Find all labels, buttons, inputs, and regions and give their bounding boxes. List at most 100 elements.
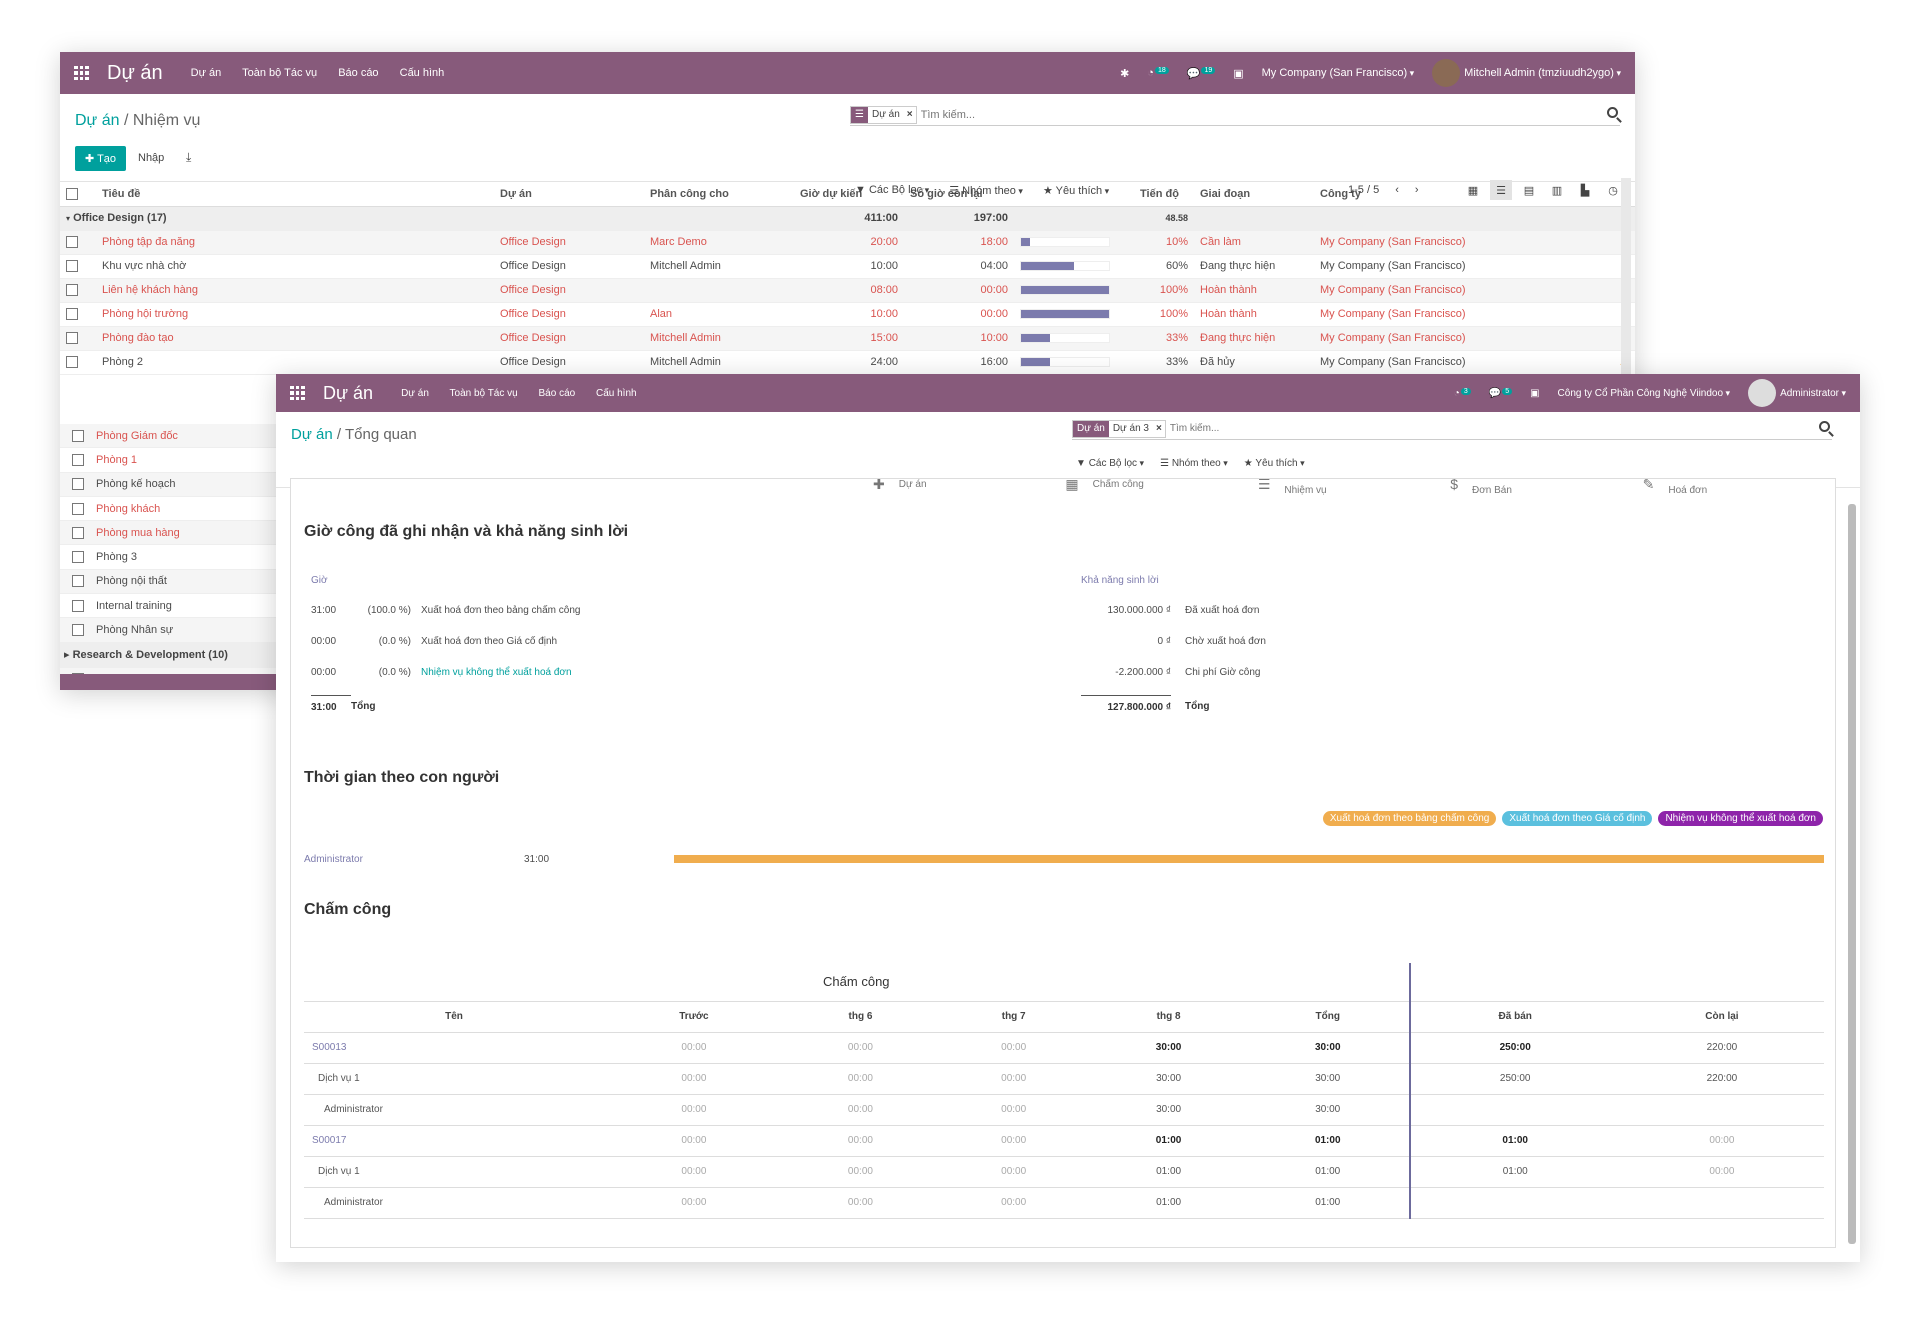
facet-remove-icon[interactable]: × [1156, 423, 1162, 434]
search-input[interactable] [920, 108, 1521, 121]
menu-item-all-tasks[interactable]: Toàn bộ Tác vụ [242, 67, 318, 79]
list-view-icon[interactable]: ☰ [1490, 180, 1512, 200]
groupby-dropdown[interactable]: ☰ Nhóm theo [1160, 458, 1228, 469]
chat-icon[interactable]: 💬 5 [1489, 387, 1513, 399]
person-name[interactable]: Administrator [304, 853, 363, 865]
table-row[interactable]: Khu vực nhà chờ Office Design Mitchell Adm… [60, 254, 1635, 279]
row-checkbox[interactable] [72, 575, 84, 588]
list-item[interactable]: Phòng mua hàng [60, 521, 276, 546]
search-icon[interactable] [1607, 107, 1618, 118]
col-project[interactable]: Dự án [494, 182, 644, 207]
table-row[interactable]: Phòng hội trường Office Design Alan 10:00 00… [60, 302, 1635, 327]
activity-icon[interactable]: ◔ 3 [1454, 387, 1471, 399]
apps-menu-icon[interactable] [74, 65, 89, 81]
menu-item-projects[interactable]: Dự án [190, 67, 222, 79]
list-item[interactable]: Phòng Giám đốc [60, 424, 276, 449]
table-row[interactable]: Dịch vụ 1 00:00 00:00 00:00 30:00 30:00 250:00… [304, 1063, 1824, 1095]
list-item[interactable]: Phòng nội thất [60, 569, 276, 595]
menu-item-projects[interactable]: Dự án [401, 387, 429, 399]
download-icon[interactable]: ⤓ [186, 150, 192, 164]
table-row[interactable]: Phòng đào tạo Office Design Mitchell Admin… [60, 326, 1635, 351]
ts-row-label[interactable]: S00013 [304, 1032, 604, 1064]
table-row[interactable]: Liên hệ khách hàng Office Design 08:00 00:0… [60, 278, 1635, 303]
col-planned[interactable]: Giờ dự kiến [794, 182, 904, 207]
col-title[interactable]: Tiêu đề [96, 182, 494, 207]
chevron-left-icon[interactable]: ‹ [1395, 184, 1399, 196]
search-icon[interactable] [1819, 421, 1830, 432]
favorites-dropdown[interactable]: ★ Yêu thích [1244, 458, 1305, 469]
stat-button-tasks[interactable]: ☰ Nhiệm vụ [1258, 479, 1450, 499]
list-item[interactable]: Phòng kế hoạch [60, 472, 276, 497]
row-checkbox[interactable] [66, 284, 78, 297]
search-input[interactable] [1169, 423, 1770, 434]
stat-button-sales-orders[interactable]: $ Đơn Bán [1450, 479, 1642, 499]
col-assignee[interactable]: Phân công cho [644, 182, 794, 207]
row-checkbox[interactable] [72, 453, 84, 466]
stat-button-invoices[interactable]: ✎ Hoá đơn [1643, 479, 1835, 499]
apps-menu-icon[interactable] [290, 385, 305, 401]
group-row-rd[interactable]: ▸ Research & Development (10) [60, 642, 276, 668]
row-checkbox[interactable] [66, 356, 78, 369]
chat-icon[interactable]: 💬 19 [1187, 66, 1216, 80]
table-row[interactable]: Administrator 00:00 00:00 00:00 01:00 01:00 [304, 1187, 1824, 1219]
list-item[interactable]: Phòng 1 [60, 448, 276, 473]
facet-remove-icon[interactable]: × [906, 109, 913, 120]
filters-dropdown[interactable]: ▼ Các Bộ lọc [1076, 458, 1144, 469]
breadcrumb-root[interactable]: Dự án [291, 426, 333, 443]
row-checkbox[interactable] [72, 429, 84, 442]
pivot-view-icon[interactable]: ▥ [1551, 184, 1563, 197]
row-checkbox[interactable] [72, 599, 84, 612]
groupby-dropdown[interactable]: ☰ Nhóm theo [949, 184, 1023, 197]
calendar-view-icon[interactable]: ▤ [1523, 184, 1535, 197]
list-item[interactable]: Internal training [60, 594, 276, 619]
company-switcher[interactable]: My Company (San Francisco) [1262, 67, 1415, 79]
menu-item-reports[interactable]: Báo cáo [338, 67, 379, 79]
favorites-dropdown[interactable]: ★ Yêu thích [1043, 184, 1109, 197]
row-checkbox[interactable] [66, 308, 78, 321]
menu-item-config[interactable]: Cấu hình [595, 387, 637, 399]
menu-item-all-tasks[interactable]: Toàn bộ Tác vụ [449, 387, 518, 399]
filters-dropdown[interactable]: ▼ Các Bộ lọc [855, 184, 929, 197]
gift-icon[interactable]: ▣ [1233, 67, 1244, 80]
select-all-checkbox[interactable] [66, 187, 78, 200]
table-row[interactable]: Phòng tập đa năng Office Design Marc Demo 2… [60, 230, 1635, 255]
col-company[interactable]: Công ty [1314, 182, 1635, 207]
hours-label[interactable]: Nhiệm vụ không thể xuất hoá đơn [421, 667, 572, 678]
kanban-view-icon[interactable]: ▦ [1467, 184, 1479, 197]
gift-icon[interactable]: ▣ [1530, 387, 1540, 399]
table-row[interactable]: Phòng 2 Office Design Mitchell Admin 24:00 1… [60, 350, 1635, 375]
chevron-right-icon[interactable]: › [1414, 184, 1419, 196]
list-item[interactable]: Phòng Nhân sự [60, 618, 276, 643]
col-stage[interactable]: Giai đoạn [1194, 182, 1314, 207]
stat-button-timesheets[interactable]: ▦ Chấm công [1065, 479, 1257, 499]
row-checkbox[interactable] [66, 260, 78, 273]
user-menu[interactable]: Mitchell Admin (tmziuudh2ygo) [1432, 59, 1621, 87]
row-checkbox[interactable] [66, 332, 78, 345]
user-menu[interactable]: Administrator [1748, 379, 1846, 407]
create-button[interactable]: ✚ Tạo [75, 146, 127, 171]
table-row[interactable]: S00013 00:00 00:00 00:00 30:00 30:00 250:00 220… [304, 1032, 1824, 1064]
table-row[interactable]: Dịch vụ 1 00:00 00:00 00:00 01:00 01:00 01:00 0… [304, 1156, 1824, 1188]
list-item[interactable]: Phòng khách [60, 497, 276, 522]
pager-value[interactable]: 1-5 / 5 [1348, 184, 1380, 196]
app-brand[interactable]: Dự án [107, 61, 163, 84]
col-progress[interactable]: Tiến độ [1134, 182, 1194, 207]
breadcrumb-root[interactable]: Dự án [75, 112, 120, 129]
menu-item-config[interactable]: Cấu hình [399, 67, 445, 79]
table-row[interactable]: S00017 00:00 00:00 00:00 01:00 01:00 01:00 00:0… [304, 1125, 1824, 1157]
graph-view-icon[interactable]: ▙ [1580, 184, 1590, 197]
table-row[interactable]: Administrator 00:00 00:00 00:00 30:00 30:00 [304, 1094, 1824, 1126]
ts-row-label[interactable]: S00017 [304, 1125, 604, 1157]
import-button[interactable]: Nhập [138, 152, 165, 164]
company-switcher[interactable]: Công ty Cổ Phần Công Nghệ Viindoo [1558, 388, 1731, 399]
row-checkbox[interactable] [72, 624, 84, 637]
row-checkbox[interactable] [66, 236, 78, 249]
activity-view-icon[interactable]: ◷ [1608, 184, 1618, 197]
stat-button-projects[interactable]: ✚ Dự án [873, 479, 1065, 499]
row-checkbox[interactable] [72, 526, 84, 539]
group-row[interactable]: ▾ Office Design (17) 411:00 197:00 48.58 [60, 206, 1635, 231]
menu-item-reports[interactable]: Báo cáo [538, 387, 576, 399]
row-checkbox[interactable] [72, 478, 84, 491]
activity-icon[interactable]: ◔ 18 [1147, 67, 1169, 79]
list-item[interactable]: Phòng 3 [60, 545, 276, 570]
